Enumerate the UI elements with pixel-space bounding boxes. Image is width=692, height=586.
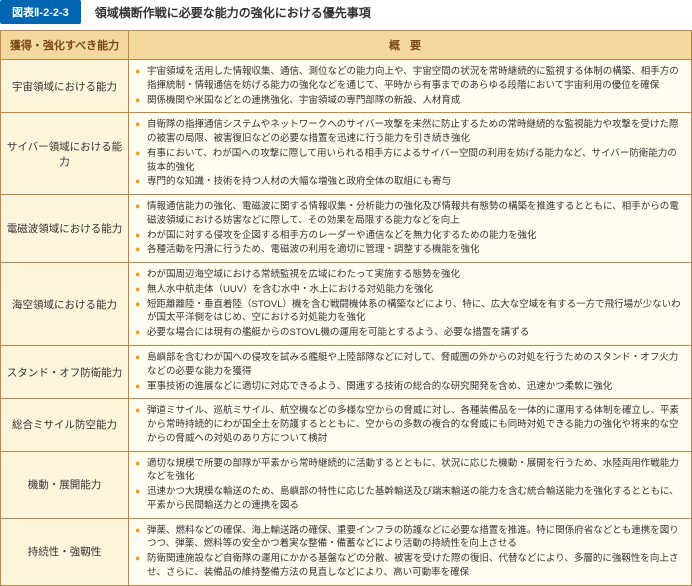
bullet-item: 自衛隊の指揮通信システムやネットワークへのサイバー攻撃を未然に防止するための常時… (135, 118, 685, 146)
table-row: 電磁波領域における能力情報通信能力の強化、電磁波に関する情報収集・分析能力の強化… (1, 195, 692, 263)
bullet-item: 無人水中航走体（UUV）を含む水中・水上における対処能力を強化 (135, 283, 685, 297)
bullet-item: 必要な場合には現有の艦艇からのSTOVL機の運用を可能とするよう、必要な措置を講… (135, 326, 685, 340)
row-label: 機動・展開能力 (1, 451, 129, 518)
row-content: 島嶼部を含むわが国への侵攻を試みる艦艇や上陸部隊などに対して、脅威圏の外からの対… (129, 346, 692, 399)
bullet-item: 島嶼部を含むわが国への侵攻を試みる艦艇や上陸部隊などに対して、脅威圏の外からの対… (135, 351, 685, 379)
figure-label: 図表Ⅱ-2-2-3 (0, 0, 81, 24)
bullet-item: 適切な規模で所要の部隊が平素から常時継続的に活動するとともに、状況に応じた機動・… (135, 457, 685, 485)
bullet-item: わが国周辺海空域における常続監視を広域にわたって実施する態勢を強化 (135, 268, 685, 282)
figure-title: 領域横断作戦に必要な能力の強化における優先事項 (95, 4, 371, 21)
column-header-summary: 概要 (129, 31, 692, 60)
row-content: 情報通信能力の強化、電磁波に関する情報収集・分析能力の強化及び情報共有態勢の構築… (129, 195, 692, 263)
bullet-item: 専門的な知識・技術を持つ人材の大幅な増強と政府全体の取組にも寄与 (135, 175, 685, 189)
bullet-item: 宇宙領域を活用した情報収集、通信、測位などの能力向上や、宇宙空間の状況を常時継続… (135, 65, 685, 93)
bullet-list: 情報通信能力の強化、電磁波に関する情報収集・分析能力の強化及び情報共有態勢の構築… (135, 200, 685, 257)
bullet-item: わが国に対する侵攻を企図する相手方のレーダーや通信などを無力化するための能力を強… (135, 229, 685, 243)
table-row: サイバー領域における能力自衛隊の指揮通信システムやネットワークへのサイバー攻撃を… (1, 113, 692, 195)
row-label: 宇宙領域における能力 (1, 60, 129, 113)
table-row: 宇宙領域における能力宇宙領域を活用した情報収集、通信、測位などの能力向上や、宇宙… (1, 60, 692, 113)
row-label: 総合ミサイル防空能力 (1, 399, 129, 451)
bullet-item: 弾道ミサイル、巡航ミサイル、航空機などの多様な空からの脅威に対し、各種装備品を一… (135, 404, 685, 445)
bullet-item: 弾薬、燃料などの確保、海上輸送路の確保、重要インフラの防護などに必要な措置を推進… (135, 524, 685, 552)
table-row: 機動・展開能力適切な規模で所要の部隊が平素から常時継続的に活動するとともに、状況… (1, 451, 692, 518)
row-label: サイバー領域における能力 (1, 113, 129, 195)
bullet-list: 弾薬、燃料などの確保、海上輸送路の確保、重要インフラの防護などに必要な措置を推進… (135, 524, 685, 580)
table-row: 総合ミサイル防空能力弾道ミサイル、巡航ミサイル、航空機などの多様な空からの脅威に… (1, 399, 692, 451)
capability-table: 獲得・強化すべき能力 概要 宇宙領域における能力宇宙領域を活用した情報収集、通信… (0, 30, 692, 586)
row-content: 弾道ミサイル、巡航ミサイル、航空機などの多様な空からの脅威に対し、各種装備品を一… (129, 399, 692, 451)
row-content: 自衛隊の指揮通信システムやネットワークへのサイバー攻撃を未然に防止するための常時… (129, 113, 692, 195)
bullet-item: 情報通信能力の強化、電磁波に関する情報収集・分析能力の強化及び情報共有態勢の構築… (135, 200, 685, 228)
bullet-item: 迅速かつ大規模な輸送のため、島嶼部の特性に応じた基幹輸送及び端末輸送の能力を含む… (135, 485, 685, 513)
bullet-item: 有事において、わが国への攻撃に際して用いられる相手方によるサイバー空間の利用を妨… (135, 147, 685, 175)
row-content: わが国周辺海空域における常続監視を広域にわたって実施する態勢を強化無人水中航走体… (129, 263, 692, 346)
bullet-item: 関係機関や米国などとの連携強化、宇宙領域の専門部隊の新設、人材育成 (135, 94, 685, 108)
bullet-item: 各種活動を円滑に行うため、電磁波の利用を適切に管理・調整する機能を強化 (135, 243, 685, 257)
table-row: スタンド・オフ防衛能力島嶼部を含むわが国への侵攻を試みる艦艇や上陸部隊などに対し… (1, 346, 692, 399)
bullet-list: 適切な規模で所要の部隊が平素から常時継続的に活動するとともに、状況に応じた機動・… (135, 457, 685, 513)
column-header-capability: 獲得・強化すべき能力 (1, 31, 129, 60)
bullet-item: 防衛関連施設など自衛隊の運用にかかる基盤などの分散、被害を受けた際の復旧、代替な… (135, 552, 685, 580)
row-content: 宇宙領域を活用した情報収集、通信、測位などの能力向上や、宇宙空間の状況を常時継続… (129, 60, 692, 113)
row-label: 海空領域における能力 (1, 263, 129, 346)
table-row: 持続性・強靱性弾薬、燃料などの確保、海上輸送路の確保、重要インフラの防護などに必… (1, 518, 692, 585)
row-content: 弾薬、燃料などの確保、海上輸送路の確保、重要インフラの防護などに必要な措置を推進… (129, 518, 692, 585)
bullet-item: 短距離離陸・垂直着陸（STOVL）機を含む戦闘機体系の構築などにより、特に、広大… (135, 298, 685, 326)
bullet-list: 宇宙領域を活用した情報収集、通信、測位などの能力向上や、宇宙空間の状況を常時継続… (135, 65, 685, 107)
row-label: スタンド・オフ防衛能力 (1, 346, 129, 399)
row-content: 適切な規模で所要の部隊が平素から常時継続的に活動するとともに、状況に応じた機動・… (129, 451, 692, 518)
bullet-list: 自衛隊の指揮通信システムやネットワークへのサイバー攻撃を未然に防止するための常時… (135, 118, 685, 189)
bullet-list: わが国周辺海空域における常続監視を広域にわたって実施する態勢を強化無人水中航走体… (135, 268, 685, 340)
bullet-list: 弾道ミサイル、巡航ミサイル、航空機などの多様な空からの脅威に対し、各種装備品を一… (135, 404, 685, 445)
row-label: 電磁波領域における能力 (1, 195, 129, 263)
bullet-list: 島嶼部を含むわが国への侵攻を試みる艦艇や上陸部隊などに対して、脅威圏の外からの対… (135, 351, 685, 393)
row-label: 持続性・強靱性 (1, 518, 129, 585)
table-row: 海空領域における能力わが国周辺海空域における常続監視を広域にわたって実施する態勢… (1, 263, 692, 346)
bullet-item: 軍事技術の進展などに適切に対応できるよう、関連する技術の総合的な研究開発を含め、… (135, 380, 685, 394)
